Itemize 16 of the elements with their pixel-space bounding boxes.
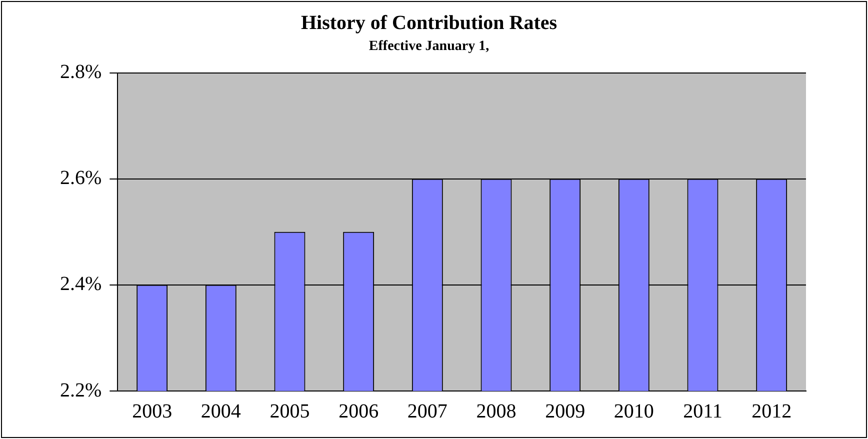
x-tick-label: 2005 <box>270 400 310 422</box>
y-tick-label: 2.4% <box>60 273 102 296</box>
x-tick-label: 2012 <box>752 400 792 422</box>
x-tick-label: 2008 <box>476 400 516 422</box>
x-tick-label: 2004 <box>200 400 241 422</box>
x-tick-label: 2010 <box>614 400 654 422</box>
y-tick-label: 2.6% <box>60 167 102 190</box>
x-tick-label: 2009 <box>545 400 586 422</box>
y-tick-label: 2.2% <box>60 379 102 402</box>
x-tick-label: 2003 <box>132 400 172 422</box>
chart-title: History of Contribution Rates <box>300 12 558 34</box>
x-tick-label: 2007 <box>407 400 448 422</box>
y-tick-label: 2.8% <box>60 61 102 84</box>
x-tick-label: 2011 <box>683 400 722 422</box>
chart-subtitle: Effective January 1, <box>368 39 490 54</box>
x-tick-label: 2006 <box>338 400 379 422</box>
